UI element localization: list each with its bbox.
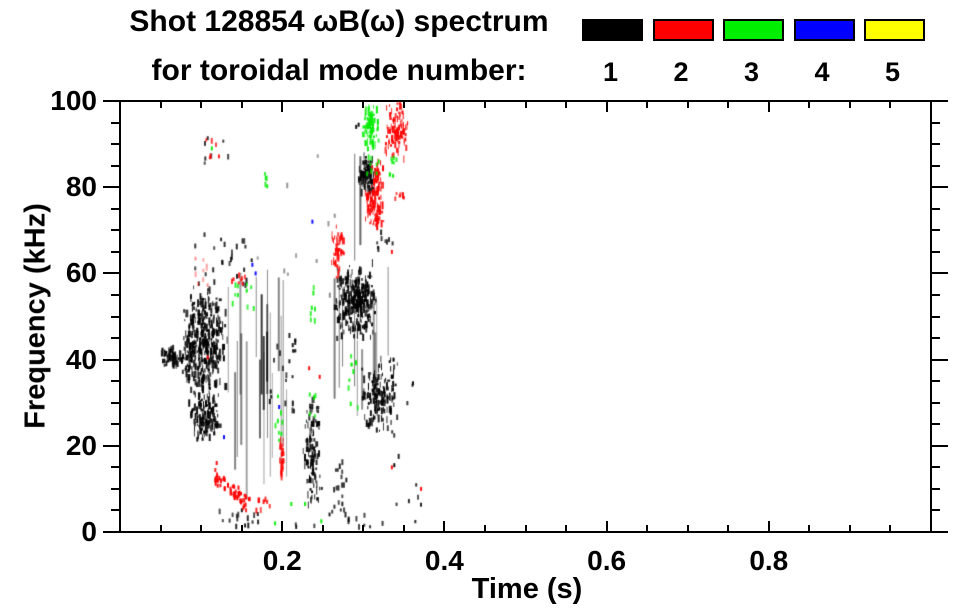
x-axis-label: Time (s): [471, 573, 583, 605]
y-axis-label: Frequency (kHz): [19, 203, 52, 429]
